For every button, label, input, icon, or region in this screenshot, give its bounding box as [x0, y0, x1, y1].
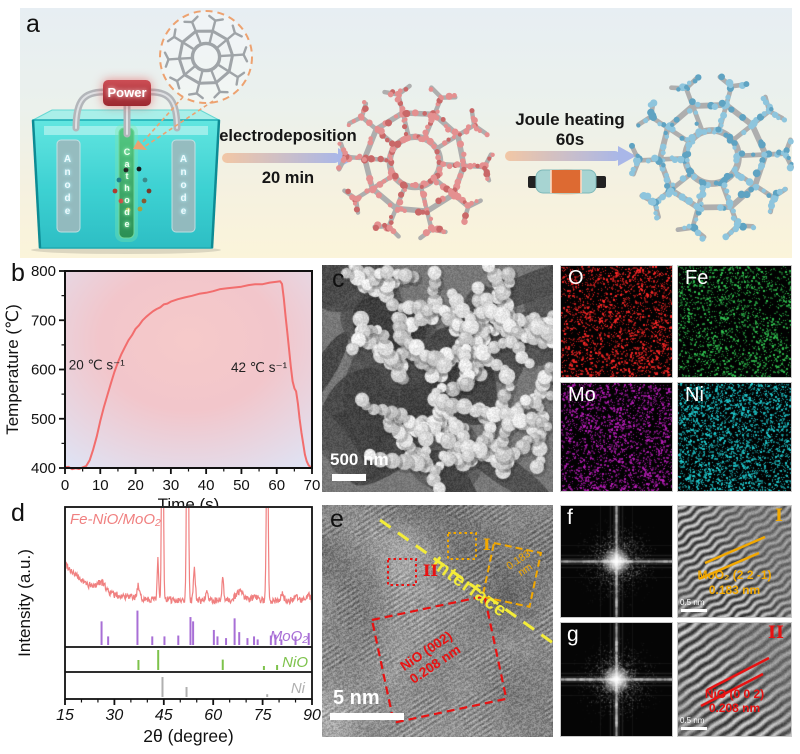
xrd-chart: Fe-NiO/MoO₂ MoO₂ NiO Ni 15 30 45 60 75 90 2θ (degr… [15, 506, 321, 746]
fringe-i-scalebar-label: 0.5 nm [680, 598, 705, 607]
panel-a-label: a [26, 10, 40, 38]
svg-text:50: 50 [233, 477, 250, 494]
svg-text:600: 600 [31, 362, 56, 379]
eds-fe-label: Fe [685, 267, 709, 289]
svg-text:Time (s): Time (s) [158, 495, 220, 506]
panel-f-label: f [567, 506, 573, 529]
svg-text:0: 0 [61, 477, 69, 494]
fringe-i-phase: MoO₂ (2 2 -1) [697, 568, 772, 582]
sem-scalebar [332, 474, 366, 481]
svg-text:60: 60 [204, 707, 222, 724]
svg-text:90: 90 [303, 707, 321, 724]
svg-text:Intensity (a.u.): Intensity (a.u.) [15, 549, 34, 657]
power-supply: Power [103, 80, 151, 106]
panel-b-label: b [11, 259, 25, 287]
sem-scalebar-label: 500 nm [330, 450, 389, 469]
power-label: Power [107, 85, 147, 100]
fringe-i-lines [698, 535, 766, 581]
temperature-chart: 400 500 600 700 800 0 10 20 30 40 50 60 70 Time (s) Te… [3, 263, 321, 506]
fringe-ii-scalebar-label: 0.5 nm [680, 716, 705, 725]
anode-left-label: Anode [62, 153, 73, 219]
svg-text:30: 30 [106, 707, 124, 724]
cathode-label: Cathode [122, 147, 132, 231]
tem-scalebar-label: 5 nm [333, 687, 380, 709]
panel-c-label: c [332, 265, 345, 293]
eds-o-label: O [568, 267, 584, 289]
svg-text:MoO₂: MoO₂ [270, 628, 309, 645]
fringe-i-scalebar [681, 609, 707, 612]
fringe-ii-scalebar [681, 727, 707, 730]
fft-pattern-g [560, 622, 673, 737]
eds-map-o [560, 265, 673, 378]
hrtem-annotations [370, 518, 553, 725]
panel-a-schematic [31, 10, 795, 254]
panel-e-label: e [330, 505, 344, 533]
svg-text:700: 700 [31, 312, 56, 329]
panel-d-label: d [11, 499, 25, 527]
svg-text:75: 75 [254, 707, 272, 724]
svg-text:2θ (degree): 2θ (degree) [143, 726, 233, 746]
lattice-fringe-nio [677, 622, 792, 737]
svg-text:30: 30 [163, 477, 180, 494]
sem-image [322, 265, 553, 492]
panel-g-label: g [567, 623, 579, 646]
svg-text:NiO: NiO [282, 654, 308, 671]
fringe-ii-phase: NiO (0 0 2) [704, 687, 765, 701]
svg-text:20: 20 [127, 477, 144, 494]
step1-label: electrodeposition [219, 127, 357, 145]
svg-text:40: 40 [198, 477, 215, 494]
eds-ni-label: Ni [685, 384, 704, 406]
svg-text:15: 15 [56, 707, 74, 724]
svg-text:400: 400 [31, 460, 56, 477]
svg-text:70: 70 [304, 477, 321, 494]
svg-text:42 ℃ s⁻¹: 42 ℃ s⁻¹ [231, 360, 288, 375]
region-2-marker: II [423, 561, 438, 580]
fringe-ii-lines [700, 656, 770, 708]
fringe-ii-spacing: 0.208 nm [708, 701, 761, 715]
hrtem-image [322, 505, 553, 737]
tem-scalebar [330, 713, 404, 720]
eds-mo-label: Mo [568, 384, 596, 406]
eds-map-ni [677, 382, 792, 492]
svg-text:500: 500 [31, 411, 56, 428]
eds-map-fe [677, 265, 792, 378]
lattice-fringe-moo2 [677, 505, 792, 618]
eds-map-mo [560, 382, 673, 492]
svg-text:Ni: Ni [291, 680, 306, 697]
fft-pattern-f [560, 505, 673, 618]
anode-right-label: Anode [178, 153, 189, 219]
step2-label: Joule heating [515, 110, 625, 129]
svg-text:Temperature (℃): Temperature (℃) [3, 304, 22, 435]
svg-text:60: 60 [268, 477, 285, 494]
fringe-i-spacing: 0.183 nm [708, 583, 761, 597]
svg-text:20 ℃ s⁻¹: 20 ℃ s⁻¹ [69, 358, 126, 373]
region-1-marker: I [483, 535, 491, 554]
svg-text:Fe-NiO/MoO₂: Fe-NiO/MoO₂ [70, 511, 161, 528]
fringe-ii-marker: II [768, 623, 784, 643]
svg-text:10: 10 [92, 477, 109, 494]
step2-duration: 60s [555, 130, 585, 149]
fringe-i-marker: I [775, 506, 783, 526]
step1-duration: 20 min [261, 169, 315, 187]
svg-text:800: 800 [31, 263, 56, 280]
svg-text:45: 45 [155, 707, 173, 724]
